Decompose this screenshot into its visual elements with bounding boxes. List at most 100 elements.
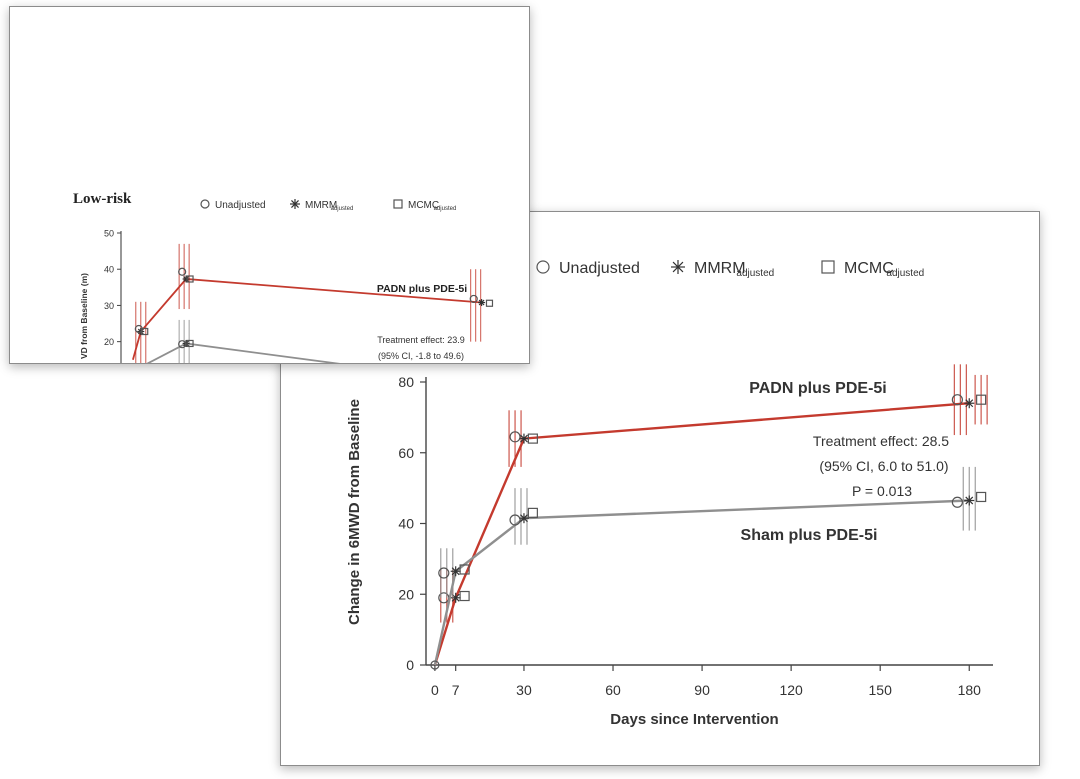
data-point-mmrm-stroke	[520, 434, 528, 443]
legend-asterisk-marker-stroke	[672, 261, 684, 273]
data-point-mcmc	[141, 327, 149, 336]
title: Low-risk	[73, 191, 132, 207]
data-point-mcmc	[527, 507, 538, 518]
legend-asterisk-marker	[290, 199, 300, 209]
y-tick-label: 80	[398, 374, 414, 390]
legend-square-marker	[393, 199, 403, 209]
x-axis-label: Days since Intervention	[610, 711, 778, 728]
chart-title: Low-risk	[73, 191, 132, 207]
legend-label: Unadjusted	[559, 260, 640, 277]
annotation-ci: (95% CI, -1.8 to 49.6)	[378, 351, 464, 361]
annotation-ci: (95% CI, 6.0 to 51.0)	[819, 458, 948, 474]
data-point-unadjusted	[509, 514, 521, 526]
annotations: PADN plus PDE-5i Treatment effect: 28.5 (9…	[741, 380, 950, 544]
data-point-mcmc	[976, 491, 987, 503]
data-point-mmrm-stroke	[965, 399, 974, 408]
legend-sub: adjusted	[886, 268, 924, 279]
data-point-mcmc	[976, 394, 987, 405]
legend-sub: adjusted	[736, 268, 774, 279]
data-point-mcmc	[459, 564, 470, 575]
legend-asterisk-marker	[671, 260, 685, 274]
main-chart-card: Unadjusted MMRM adjusted MCMC adjusted 0 20 40…	[280, 211, 1040, 766]
annotation-padn-label: PADN plus PDE-5i	[377, 283, 467, 295]
data-point-unadjusted	[469, 294, 478, 304]
legend-circle-marker	[200, 199, 210, 209]
y-tick-label: 0	[406, 657, 414, 673]
legend-circle-marker	[536, 260, 550, 274]
annotation-treatment-effect: Treatment effect: 28.5	[813, 433, 949, 449]
data-point-mmrm	[182, 275, 190, 283]
annotation-treatment-effect: Treatment effect: 23.9	[377, 335, 465, 345]
y-tick-label: 60	[398, 445, 414, 461]
data-point-mmrm	[964, 398, 975, 409]
data-point-mmrm	[450, 566, 461, 577]
x-tick-label: 30	[516, 682, 532, 698]
series-layer	[430, 364, 988, 670]
data-point-mmrm-stroke	[451, 567, 460, 576]
legend-label: MMRM	[694, 260, 746, 277]
data-point-mmrm-stroke	[965, 496, 974, 505]
x-tick-label: 7	[452, 682, 460, 698]
y-tick-label: 30	[104, 301, 114, 311]
data-point-mmrm-stroke	[451, 593, 460, 602]
data-point-mmrm	[964, 495, 975, 506]
data-point-mmrm	[478, 299, 486, 307]
y-tick-label: 50	[104, 229, 114, 239]
series-1	[146, 319, 341, 363]
x-tick-label: 150	[869, 682, 893, 698]
axes: 20 30 40 50 VD from Baseline (m)	[79, 229, 122, 363]
data-point-unadjusted	[178, 267, 187, 276]
annotation-sham-label: Sham plus PDE-5i	[741, 527, 878, 544]
legend-label: MCMC	[844, 260, 894, 277]
series-line	[433, 499, 970, 666]
x-tick-label: 180	[958, 682, 982, 698]
data-point-mmrm	[518, 433, 529, 444]
data-point-mmrm-stroke	[183, 276, 189, 282]
data-point-mcmc	[186, 275, 194, 283]
x-tick-label: 0	[431, 682, 439, 698]
data-point-mcmc	[485, 299, 494, 307]
series-1	[433, 466, 987, 666]
series-0	[132, 243, 494, 363]
legend-label: Unadjusted	[215, 200, 266, 211]
data-point-mcmc	[186, 339, 194, 348]
annotation-p-value: P = 0.013	[852, 483, 912, 499]
series-0	[433, 364, 988, 666]
legend-label: MMRM	[305, 200, 337, 211]
legend-asterisk-marker-stroke	[291, 200, 299, 208]
data-point-unadjusted	[951, 394, 963, 406]
data-point-unadjusted	[438, 567, 450, 579]
x-tick-label: 120	[779, 682, 803, 698]
data-point-mcmc	[527, 433, 538, 444]
data-point-unadjusted	[509, 431, 521, 443]
data-point-mmrm-stroke	[478, 299, 485, 306]
y-axis-label: Change in 6MWD from Baseline	[346, 399, 363, 625]
legend-sub: adjusted	[331, 206, 354, 212]
annotation-padn-label: PADN plus PDE-5i	[749, 380, 887, 397]
data-point-mmrm-stroke	[520, 514, 528, 523]
series-line	[132, 278, 482, 360]
data-point-origin	[430, 660, 440, 670]
data-point-unadjusted	[951, 496, 963, 508]
series-line	[146, 342, 341, 363]
y-axis-label: VD from Baseline (m)	[79, 273, 89, 359]
series-line	[433, 402, 970, 666]
legend-label: MCMC	[408, 200, 439, 211]
y-tick-label: 40	[104, 265, 114, 275]
x-tick-label: 90	[694, 682, 710, 698]
x-tick-label: 60	[605, 682, 621, 698]
data-point-mcmc	[459, 590, 470, 602]
series-layer	[132, 243, 494, 363]
annotations: PADN plus PDE-5i Treatment effect: 23.9 (9…	[377, 283, 467, 361]
data-point-unadjusted	[178, 340, 187, 349]
data-point-mmrm	[518, 513, 529, 524]
y-tick-label: 20	[104, 337, 114, 347]
legend-square-marker	[821, 260, 835, 274]
y-tick-label: 20	[398, 586, 414, 602]
low-risk-chart-card: Low-risk Unadjusted MMRM adjusted MCMC adjus…	[9, 6, 530, 364]
